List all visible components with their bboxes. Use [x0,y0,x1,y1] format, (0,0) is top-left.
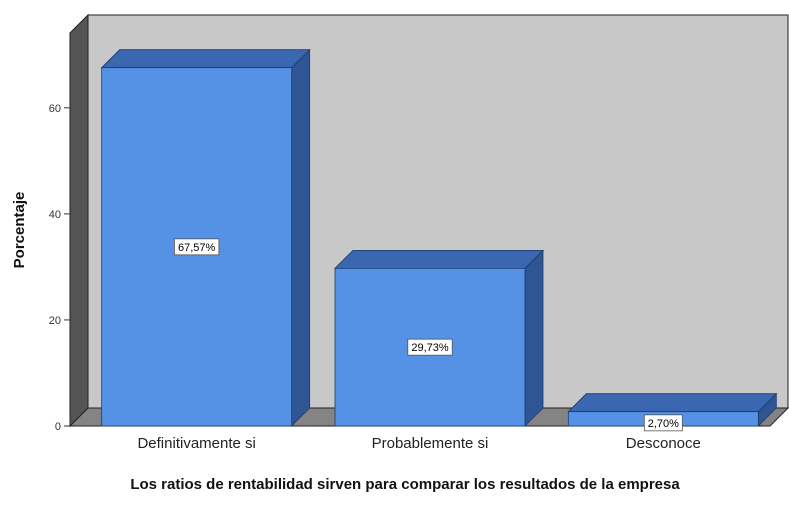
y-axis-label: Porcentaje [11,192,28,269]
data-label-box [643,414,683,432]
bar-group: 29,73% [334,249,544,427]
bar-side [524,249,544,427]
data-label-box [174,238,220,256]
data-label: 67,57% [178,242,216,254]
y-axis: 0 20 40 60 Definitivamente si Probablemente s… [49,103,701,452]
x-tick-label: Definitivamente si [137,435,255,452]
y-tick-label: 0 [55,421,61,433]
bar-side [291,48,311,427]
bar-top [100,49,311,69]
x-axis-label: Los ratios de rentabilidad sirven para c… [130,476,680,493]
bar-group: 67,57% [100,48,311,427]
y-tick-label: 60 [49,103,61,115]
x-tick-label: Desconoce [626,435,701,452]
data-label-box [407,338,453,356]
data-label: 29,73% [411,342,449,354]
y-tick-label: 40 [49,209,61,221]
y-tick-label: 20 [49,315,61,327]
bar-top [334,249,544,269]
bar-top [567,393,778,413]
bar-group: 2,70% [567,392,778,432]
bars: 67,57% 29,73% 2,70% [100,48,778,432]
x-tick-label: Probablemente si [372,435,489,452]
left-wall [69,13,89,428]
data-label: 2,70% [648,418,679,430]
